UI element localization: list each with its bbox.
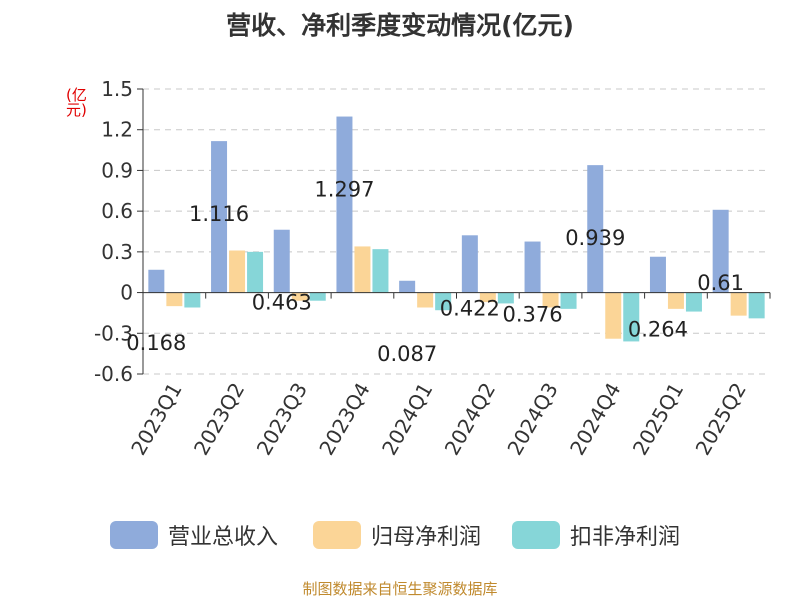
data-label-revenue: 0.087 — [377, 342, 437, 366]
y-tick-label: 0.9 — [101, 158, 133, 182]
x-tick-label: 2024Q2 — [440, 378, 500, 459]
legend-item-revenue[interactable]: 营业总收入 — [110, 518, 278, 552]
data-label-revenue: 0.422 — [440, 296, 500, 320]
legend-item-non-gaap[interactable]: 扣非净利润 — [512, 518, 680, 552]
bar-2023Q3-net-profit — [291, 292, 308, 301]
x-tick-label: 2024Q3 — [502, 379, 562, 460]
data-label-revenue: 1.116 — [189, 202, 249, 226]
legend-item-net-profit[interactable]: 归母净利润 — [313, 518, 481, 552]
x-tick-label: 2025Q2 — [691, 379, 751, 460]
bar-2024Q4-non-gaap — [623, 292, 640, 342]
bar-2025Q1-net-profit — [667, 292, 684, 309]
bar-2023Q1-revenue — [148, 269, 165, 293]
x-tick-label: 2025Q1 — [628, 379, 688, 460]
y-tick-label: 0.3 — [101, 240, 133, 264]
y-tick-label: -0.3 — [94, 321, 133, 345]
y-tick-label: 0.6 — [101, 199, 133, 223]
data-source-note: 制图数据来自恒生聚源数据库 — [302, 580, 498, 598]
legend-label-non-gaap: 扣非净利润 — [570, 525, 681, 550]
y-tick-label: 0 — [120, 281, 133, 305]
data-label-revenue: 0.463 — [252, 291, 312, 315]
bar-2024Q4-revenue — [587, 165, 604, 293]
x-tick-label: 2024Q4 — [565, 379, 625, 460]
bar-2024Q3-non-gaap — [560, 292, 577, 309]
data-label-revenue: 1.297 — [314, 178, 374, 202]
bar-2024Q2-net-profit — [479, 292, 496, 303]
data-label-revenue: 0.168 — [126, 331, 186, 355]
bar-2023Q1-non-gaap — [184, 292, 201, 308]
bar-2024Q3-net-profit — [542, 292, 559, 308]
data-label-revenue: 0.61 — [697, 271, 744, 295]
bar-2024Q4-net-profit — [605, 292, 622, 339]
x-tick-label: 2023Q3 — [252, 379, 312, 460]
bar-2023Q4-net-profit — [354, 246, 371, 293]
x-tick-label: 2023Q4 — [314, 379, 374, 460]
gridlines — [143, 88, 770, 375]
x-tick-label: 2023Q1 — [126, 379, 186, 460]
bar-2024Q2-non-gaap — [497, 292, 514, 304]
bar-2025Q2-non-gaap — [748, 292, 765, 319]
chart-title: 营收、净利季度变动情况(亿元) — [226, 11, 574, 40]
data-label-revenue: 0.376 — [502, 303, 562, 327]
bar-2025Q1-non-gaap — [685, 292, 702, 312]
bar-2025Q2-revenue — [712, 209, 729, 293]
bar-2023Q2-net-profit — [229, 250, 246, 293]
data-label-revenue: 0.939 — [565, 226, 625, 250]
x-tick-label: 2023Q2 — [189, 379, 249, 460]
bar-2024Q1-net-profit — [417, 292, 434, 308]
bar-2024Q1-revenue — [399, 280, 416, 293]
legend-label-revenue: 营业总收入 — [168, 525, 279, 550]
legend-swatch-net-profit — [313, 521, 361, 549]
y-tick-label: -0.6 — [94, 362, 133, 386]
y-tick-label: 1.5 — [101, 77, 133, 101]
bar-series — [148, 116, 765, 342]
bar-2024Q3-revenue — [524, 241, 541, 293]
bar-2023Q1-net-profit — [166, 292, 183, 307]
bar-2024Q2-revenue — [461, 235, 478, 293]
y-axis-unit-label: (亿元) — [66, 86, 87, 119]
bar-2024Q1-non-gaap — [435, 292, 452, 311]
bar-2023Q4-non-gaap — [372, 249, 389, 293]
legend-swatch-non-gaap — [512, 521, 560, 549]
y-axis-ticks: 1.5 1.2 0.9 0.6 0.3 0 -0.3 -0.6 — [94, 77, 143, 386]
bar-2023Q4-revenue — [336, 116, 353, 293]
y-tick-label: 1.2 — [101, 118, 133, 142]
legend-label-net-profit: 归母净利润 — [371, 525, 482, 550]
bar-2023Q3-revenue — [273, 229, 290, 293]
bar-2025Q2-net-profit — [730, 292, 747, 316]
bar-2023Q3-non-gaap — [309, 292, 326, 301]
bar-2025Q1-revenue — [649, 256, 666, 293]
legend: 营业总收入 归母净利润 扣非净利润 — [0, 518, 800, 552]
bar-2023Q2-non-gaap — [247, 251, 264, 293]
x-tick-label: 2024Q1 — [377, 379, 437, 460]
data-label-revenue: 0.264 — [628, 318, 688, 342]
legend-swatch-revenue — [110, 521, 158, 549]
bar-2023Q2-revenue — [211, 141, 228, 293]
